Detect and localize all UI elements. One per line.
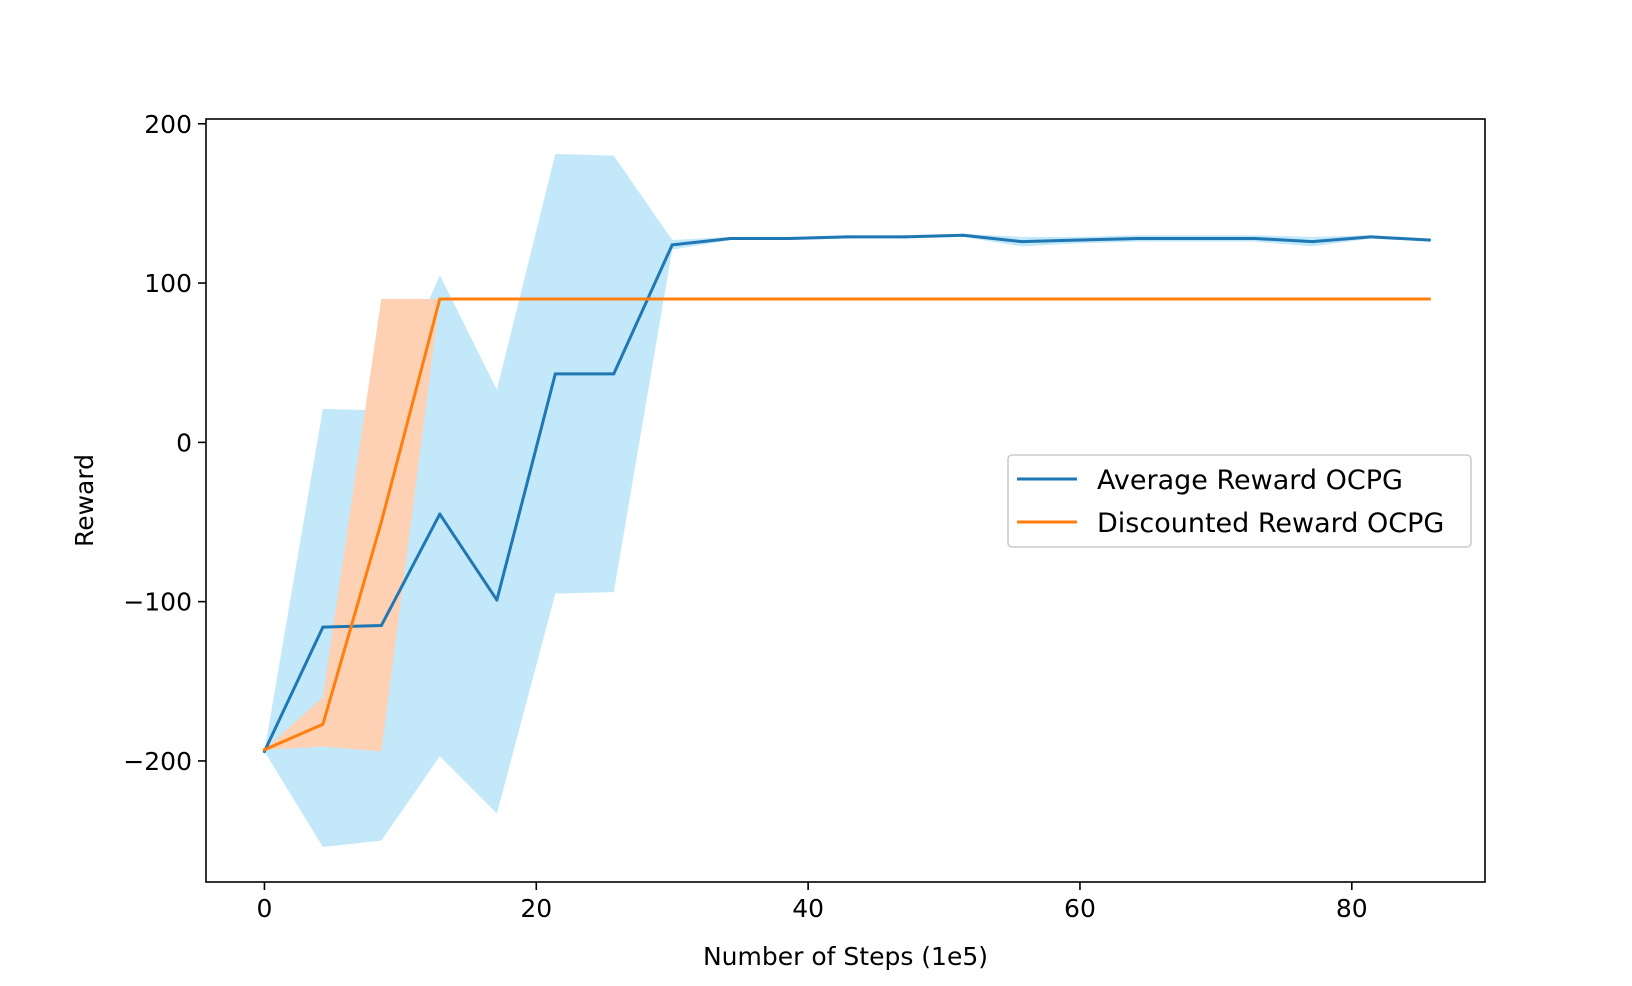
y-tick-label: −200	[123, 747, 192, 776]
data-point	[262, 748, 266, 752]
data-point	[612, 297, 616, 301]
x-tick-label: 60	[1064, 894, 1096, 923]
legend-label-1: Average Reward OCPG	[1097, 465, 1403, 496]
data-point	[438, 512, 442, 516]
data-point	[903, 297, 907, 301]
data-point	[729, 297, 733, 301]
data-point	[729, 236, 733, 240]
data-point	[961, 297, 965, 301]
y-tick-label: 100	[144, 269, 192, 298]
x-tick-label: 40	[792, 894, 824, 923]
data-point	[670, 297, 674, 301]
data-point	[1136, 297, 1140, 301]
y-axis-label: Reward	[70, 454, 99, 547]
x-tick-label: 0	[256, 894, 272, 923]
data-point	[438, 297, 442, 301]
data-point	[670, 243, 674, 247]
data-point	[846, 297, 850, 301]
confidence-bands	[264, 154, 1430, 847]
data-point	[961, 233, 965, 237]
x-tick-label: 20	[520, 894, 552, 923]
data-point	[1195, 297, 1199, 301]
data-point	[1078, 238, 1082, 242]
legend-box	[1007, 454, 1472, 548]
data-point	[1369, 235, 1373, 239]
y-axis: −200 −100 0 100 200	[123, 110, 206, 776]
data-point	[787, 236, 791, 240]
confidence-band-2	[264, 299, 1430, 752]
data-point	[1078, 297, 1082, 301]
legend-label-2: Discounted Reward OCPG	[1097, 508, 1444, 539]
legend: Average Reward OCPG Discounted Reward OCP…	[1007, 454, 1472, 548]
plot-frame	[205, 118, 1486, 883]
data-point	[1427, 297, 1431, 301]
data-point	[1020, 240, 1024, 244]
data-point	[553, 372, 557, 376]
data-point	[1427, 238, 1431, 242]
series-lines	[262, 233, 1431, 754]
data-point	[612, 372, 616, 376]
data-point	[1195, 236, 1199, 240]
data-point	[1310, 240, 1314, 244]
data-point	[903, 235, 907, 239]
data-point	[1369, 297, 1373, 301]
data-point	[846, 235, 850, 239]
data-point	[495, 297, 499, 301]
data-point	[1136, 236, 1140, 240]
data-point	[321, 625, 325, 629]
data-point	[1253, 236, 1257, 240]
data-point	[553, 297, 557, 301]
data-point	[1020, 297, 1024, 301]
data-point	[495, 598, 499, 602]
x-axis: 0 20 40 60 80	[256, 882, 1368, 923]
y-tick-label: 200	[144, 110, 192, 139]
data-point	[379, 520, 383, 524]
y-tick-label: −100	[123, 588, 192, 617]
confidence-band-1	[264, 154, 1430, 847]
data-point	[321, 722, 325, 726]
data-point	[379, 624, 383, 628]
data-point	[1310, 297, 1314, 301]
data-point	[787, 297, 791, 301]
y-tick-label: 0	[176, 428, 192, 457]
data-point	[1253, 297, 1257, 301]
x-tick-label: 80	[1336, 894, 1368, 923]
x-axis-label: Number of Steps (1e5)	[703, 942, 988, 971]
